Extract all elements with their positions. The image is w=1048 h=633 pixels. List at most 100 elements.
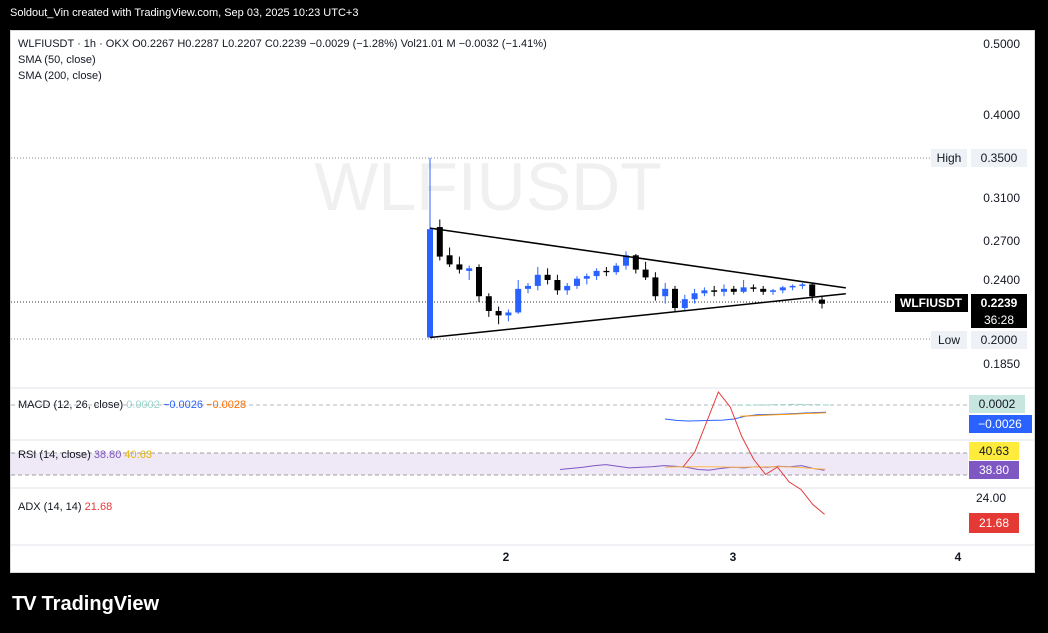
triangle-lower-trendline xyxy=(429,293,846,339)
rsi-band xyxy=(11,453,968,475)
candle-body xyxy=(505,312,512,316)
candle-body xyxy=(544,274,551,280)
candle-body xyxy=(642,269,649,278)
candle-body xyxy=(711,290,718,292)
candle-body xyxy=(495,310,502,316)
rsi-value-tag xyxy=(969,461,1019,479)
candle-body xyxy=(436,227,443,257)
candle-body xyxy=(613,265,620,273)
time-tick-3: 3 xyxy=(730,550,737,564)
macd-hist-tag-value: 0.0002 xyxy=(979,397,1016,411)
candle-body xyxy=(525,285,531,289)
candle-body xyxy=(819,299,825,304)
macd-title[interactable]: MACD (12, 26, close) 0.0002 −0.0026 −0.0… xyxy=(18,399,246,411)
macd-histogram-bar xyxy=(745,404,752,406)
candle-body xyxy=(574,278,580,286)
macd-histogram-bar xyxy=(823,404,829,406)
candle-body xyxy=(779,287,786,291)
macd-histogram-bar xyxy=(737,404,743,406)
candle-body xyxy=(770,290,776,292)
tradingview-mark-icon: TV xyxy=(12,593,37,615)
rsi-ma-tag-value: 40.63 xyxy=(979,444,1009,458)
candle-body xyxy=(446,255,453,265)
price-tick-label: 0.5000 xyxy=(983,37,1020,51)
high-price-tag xyxy=(971,149,1027,167)
candle-body xyxy=(730,288,737,292)
candle-body xyxy=(456,264,463,270)
macd-histogram-bar xyxy=(780,404,786,406)
tradingview-logo[interactable]: TV TradingView xyxy=(12,593,159,616)
macd-line-value: −0.0026 xyxy=(163,399,203,411)
candle-body xyxy=(603,270,610,273)
rsi-ma-line xyxy=(664,466,826,470)
rsi-title[interactable]: RSI (14, close) 38.80 40.63 xyxy=(18,449,152,461)
candle-body xyxy=(632,255,639,270)
candle-body xyxy=(534,274,541,286)
candle-body xyxy=(701,290,708,294)
price-tick-label: 0.2700 xyxy=(983,234,1020,248)
adx-title-label: ADX (14, 14) xyxy=(18,501,82,513)
candle-body xyxy=(476,267,482,297)
chart-frame xyxy=(10,30,1035,573)
adx-value: 21.68 xyxy=(85,501,113,513)
macd-histogram-bar xyxy=(797,403,804,405)
candle-body xyxy=(554,280,561,291)
macd-signal-value: −0.0028 xyxy=(206,399,246,411)
top-bar: Soldout_Vin created with TradingView.com… xyxy=(0,0,1048,30)
candle-body xyxy=(652,277,659,297)
adx-value-tag-value: 21.68 xyxy=(979,516,1009,530)
macd-hist-value: 0.0002 xyxy=(126,399,160,411)
macd-line-tag xyxy=(969,415,1032,433)
legend-sma50[interactable]: SMA (50, close) xyxy=(18,54,96,66)
high-label-box xyxy=(931,149,967,167)
candle-body xyxy=(515,288,522,313)
price-tick-label: 0.4000 xyxy=(983,108,1020,122)
candle-body xyxy=(593,270,600,277)
macd-line-tag-value: −0.0026 xyxy=(978,417,1022,431)
adx-title[interactable]: ADX (14, 14) 21.68 xyxy=(18,501,112,513)
low-label: Low xyxy=(938,333,960,347)
candle-body xyxy=(799,284,806,286)
watermark: WLFIUSDT xyxy=(314,149,662,225)
low-price-tag xyxy=(971,331,1027,349)
macd-signal-line xyxy=(739,412,827,417)
bar-countdown: 36:28 xyxy=(984,313,1014,327)
candle-body xyxy=(681,299,688,309)
candle-body xyxy=(564,285,571,291)
symbol-tag xyxy=(895,294,968,312)
candle-body xyxy=(672,288,678,309)
time-tick-4: 4 xyxy=(955,550,962,564)
legend-symbol-line: WLFIUSDT · 1h · OKX O0.2267 H0.2287 L0.2… xyxy=(18,38,547,50)
rsi-value-tag-value: 38.80 xyxy=(979,463,1009,477)
candle-body xyxy=(789,285,796,288)
symbol-tag-label: WLFIUSDT xyxy=(900,296,963,310)
high-price-value: 0.3500 xyxy=(981,151,1018,165)
low-price-value: 0.2000 xyxy=(981,333,1018,347)
candle-body xyxy=(623,255,629,266)
adx-line xyxy=(682,391,825,515)
time-tick-2: 2 xyxy=(503,550,510,564)
rsi-title-label: RSI (14, close) xyxy=(18,449,91,461)
macd-histogram-bar xyxy=(771,404,778,406)
adx-level-label: 24.00 xyxy=(976,491,1006,505)
price-tick-label: 0.1850 xyxy=(983,357,1020,371)
adx-value-tag xyxy=(969,513,1019,533)
macd-histogram-bar xyxy=(788,403,795,405)
rsi-value: 38.80 xyxy=(94,449,122,461)
brand-name: TradingView xyxy=(41,593,160,615)
candle-body xyxy=(691,293,698,300)
low-label-box xyxy=(931,331,967,349)
candle-body xyxy=(760,288,767,292)
candle-body xyxy=(485,296,492,311)
candle-body xyxy=(662,288,669,297)
candle-body xyxy=(740,287,747,292)
candle-body xyxy=(809,284,816,297)
macd-hist-tag xyxy=(969,395,1025,413)
legend-sma200[interactable]: SMA (200, close) xyxy=(18,70,102,82)
candle-body xyxy=(721,288,727,292)
triangle-upper-trendline xyxy=(429,227,846,289)
candle-body xyxy=(466,268,473,271)
high-label: High xyxy=(937,151,962,165)
chart-credit: Soldout_Vin created with TradingView.com… xyxy=(10,7,359,19)
